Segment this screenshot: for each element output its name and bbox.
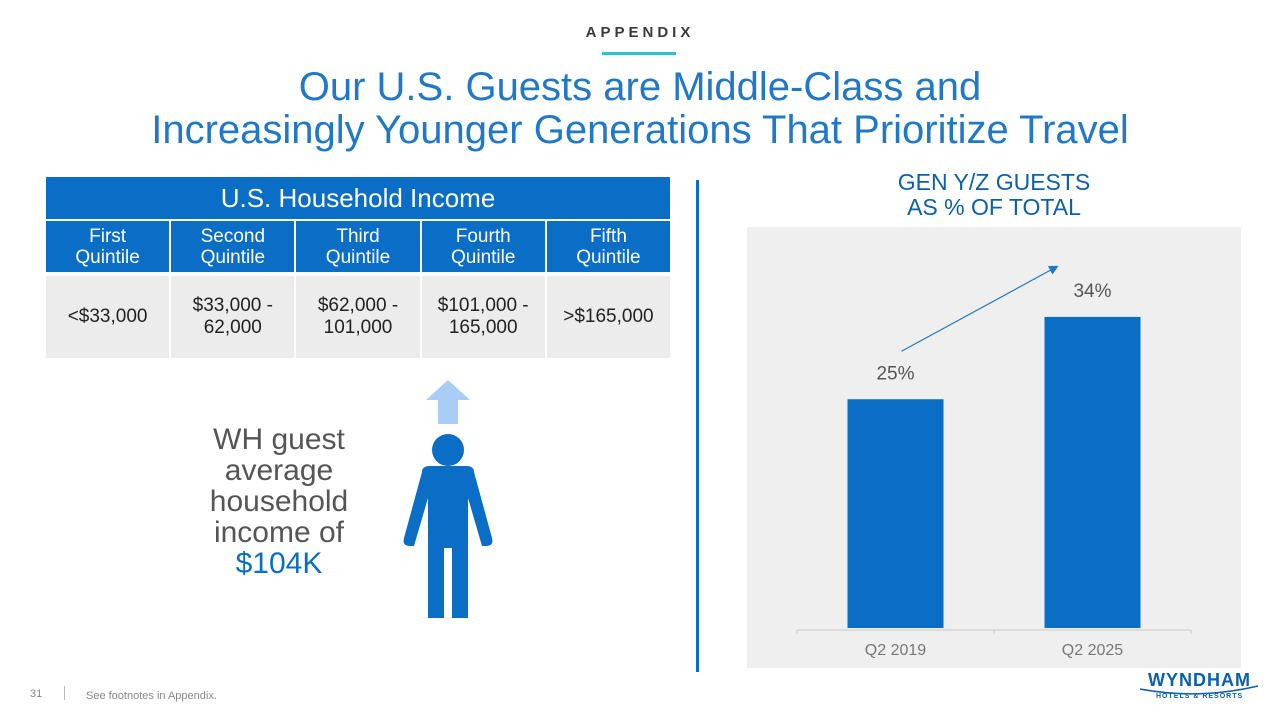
guest-text-line: income of	[213, 516, 345, 549]
logo-tagline: HOTELS & RESORTS	[1156, 693, 1244, 700]
eyebrow-underline	[602, 52, 676, 55]
quintile-header-cell: Fifth Quintile	[546, 221, 671, 272]
chart-panel: 25% Q2 2019 34% Q2 2025	[747, 227, 1241, 668]
income-range-cell: $101,000 - 165,000	[421, 276, 545, 358]
person-with-up-arrow-icon	[403, 380, 493, 618]
wyndham-logo: WYNDHAM HOTELS & RESORTS	[1138, 668, 1260, 710]
footnote-reference: See footnotes in Appendix.	[86, 690, 217, 702]
income-range-cell: $33,000 - 62,000	[171, 276, 295, 358]
title-line-2: Increasingly Younger Generations That Pr…	[151, 108, 1129, 152]
data-label: 34%	[1073, 281, 1111, 302]
logo-swoosh-icon	[1139, 685, 1259, 695]
guest-text-line: WH guest	[213, 423, 345, 456]
income-range-cell: <$33,000	[46, 276, 170, 358]
quintile-header-cell: Fourth Quintile	[421, 221, 545, 272]
title-line-1: Our U.S. Guests are Middle-Class and	[298, 65, 982, 109]
section-eyebrow: APPENDIX	[585, 24, 695, 41]
income-range-cell: $62,000 - 101,000	[296, 276, 420, 358]
footer-separator	[64, 686, 65, 700]
guest-income-callout: WH guest average household income of $10…	[186, 424, 372, 579]
person-head	[432, 434, 464, 466]
trend-arrow	[901, 265, 1059, 352]
person-body	[403, 466, 493, 618]
category-label: Q2 2025	[1062, 642, 1123, 659]
data-label: 25%	[876, 363, 914, 384]
slide-title: Our U.S. Guests are Middle-Class and Inc…	[0, 66, 1280, 152]
income-range-row: <$33,000 $33,000 - 62,000 $62,000 - 101,…	[46, 274, 671, 358]
logo-wordmark: WYNDHAM	[1148, 670, 1251, 690]
income-range-cell: >$165,000	[546, 276, 671, 358]
bar-q2-2025	[1044, 316, 1141, 628]
up-arrow-icon	[426, 380, 470, 424]
guest-text-line: average	[224, 454, 334, 487]
bar-chart: 25% Q2 2019 34% Q2 2025	[796, 265, 1192, 659]
page-number: 31	[30, 688, 43, 700]
bar-q2-2019	[847, 399, 944, 628]
income-table: U.S. Household Income First Quintile Sec…	[46, 177, 671, 358]
quintile-header-cell: First Quintile	[46, 221, 170, 272]
guest-text-line: household	[209, 485, 349, 518]
chart-title: GEN Y/Z GUESTS AS % OF TOTAL	[897, 169, 1091, 220]
quintile-header-cell: Second Quintile	[171, 221, 295, 272]
quintile-header-cell: Third Quintile	[296, 221, 420, 272]
category-label: Q2 2019	[865, 642, 926, 659]
guest-income-value: $104K	[235, 547, 323, 580]
quintile-header-row: First Quintile Second Quintile Third Qui…	[46, 221, 671, 272]
income-table-title: U.S. Household Income	[46, 177, 670, 219]
vertical-divider	[696, 180, 699, 672]
